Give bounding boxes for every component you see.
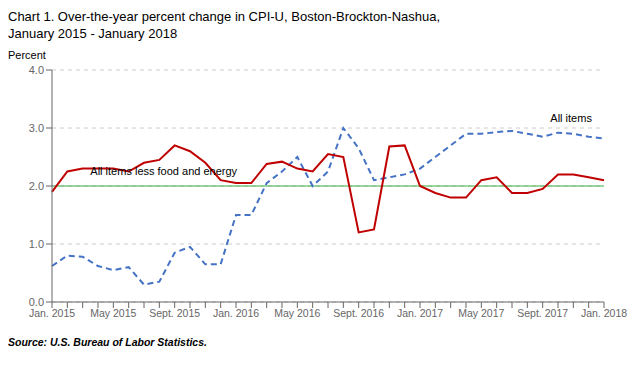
svg-text:Jan. 2017: Jan. 2017 [397, 307, 443, 319]
html-text:Percent: Percent [8, 49, 46, 61]
svg-text:1.0: 1.0 [29, 238, 44, 250]
svg-text:Sept. 2015: Sept. 2015 [149, 307, 200, 319]
svg-text:All items: All items [550, 112, 592, 124]
html-text:Source: U.S. Bureau of Labor S: Source: U.S. Bureau of Labor Statistics. [8, 336, 207, 348]
svg-text:0.0: 0.0 [29, 296, 44, 308]
svg-text:Jan. 2015: Jan. 2015 [29, 307, 75, 319]
html-text:Chart 1. Over-the-year percent: Chart 1. Over-the-year percent change in… [8, 9, 441, 24]
html-text:January 2015 - January 2018: January 2015 - January 2018 [8, 26, 178, 41]
svg-text:Jan. 2016: Jan. 2016 [213, 307, 259, 319]
svg-text:2.0: 2.0 [29, 180, 44, 192]
svg-text:Jan. 2018: Jan. 2018 [581, 307, 627, 319]
svg-text:4.0: 4.0 [29, 64, 44, 76]
svg-text:Sept. 2016: Sept. 2016 [333, 307, 384, 319]
svg-text:3.0: 3.0 [29, 122, 44, 134]
svg-text:All items less food and energy: All items less food and energy [90, 165, 237, 177]
svg-text:May 2015: May 2015 [90, 307, 136, 319]
svg-text:Sept. 2017: Sept. 2017 [517, 307, 568, 319]
svg-text:May 2016: May 2016 [274, 307, 320, 319]
svg-text:May 2017: May 2017 [458, 307, 504, 319]
